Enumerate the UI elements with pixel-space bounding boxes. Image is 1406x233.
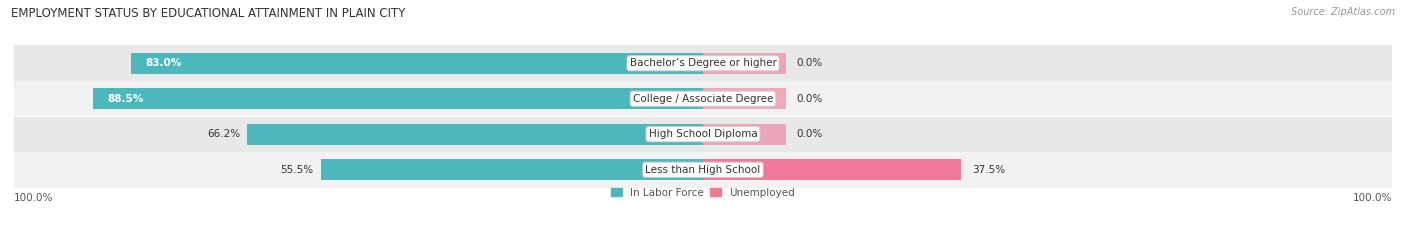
Bar: [93, 88, 703, 110]
Bar: [703, 53, 786, 74]
Text: 55.5%: 55.5%: [281, 165, 314, 175]
Text: 0.0%: 0.0%: [796, 58, 823, 68]
Text: EMPLOYMENT STATUS BY EDUCATIONAL ATTAINMENT IN PLAIN CITY: EMPLOYMENT STATUS BY EDUCATIONAL ATTAINM…: [11, 7, 405, 20]
Text: 100.0%: 100.0%: [1353, 193, 1392, 203]
Text: 0.0%: 0.0%: [796, 94, 823, 104]
Bar: [14, 81, 1392, 116]
Text: Bachelor’s Degree or higher: Bachelor’s Degree or higher: [630, 58, 776, 68]
Bar: [703, 88, 786, 110]
Text: Less than High School: Less than High School: [645, 165, 761, 175]
Bar: [14, 116, 1392, 152]
Bar: [703, 123, 786, 145]
Bar: [131, 53, 703, 74]
Text: 0.0%: 0.0%: [796, 129, 823, 139]
Text: 66.2%: 66.2%: [207, 129, 240, 139]
Legend: In Labor Force, Unemployed: In Labor Force, Unemployed: [612, 188, 794, 198]
Bar: [321, 159, 703, 180]
Text: 88.5%: 88.5%: [107, 94, 143, 104]
Bar: [247, 123, 703, 145]
Bar: [14, 45, 1392, 81]
Bar: [703, 159, 962, 180]
Bar: [14, 152, 1392, 188]
Text: College / Associate Degree: College / Associate Degree: [633, 94, 773, 104]
Text: 83.0%: 83.0%: [145, 58, 181, 68]
Text: 37.5%: 37.5%: [972, 165, 1005, 175]
Text: High School Diploma: High School Diploma: [648, 129, 758, 139]
Text: Source: ZipAtlas.com: Source: ZipAtlas.com: [1291, 7, 1395, 17]
Text: 100.0%: 100.0%: [14, 193, 53, 203]
